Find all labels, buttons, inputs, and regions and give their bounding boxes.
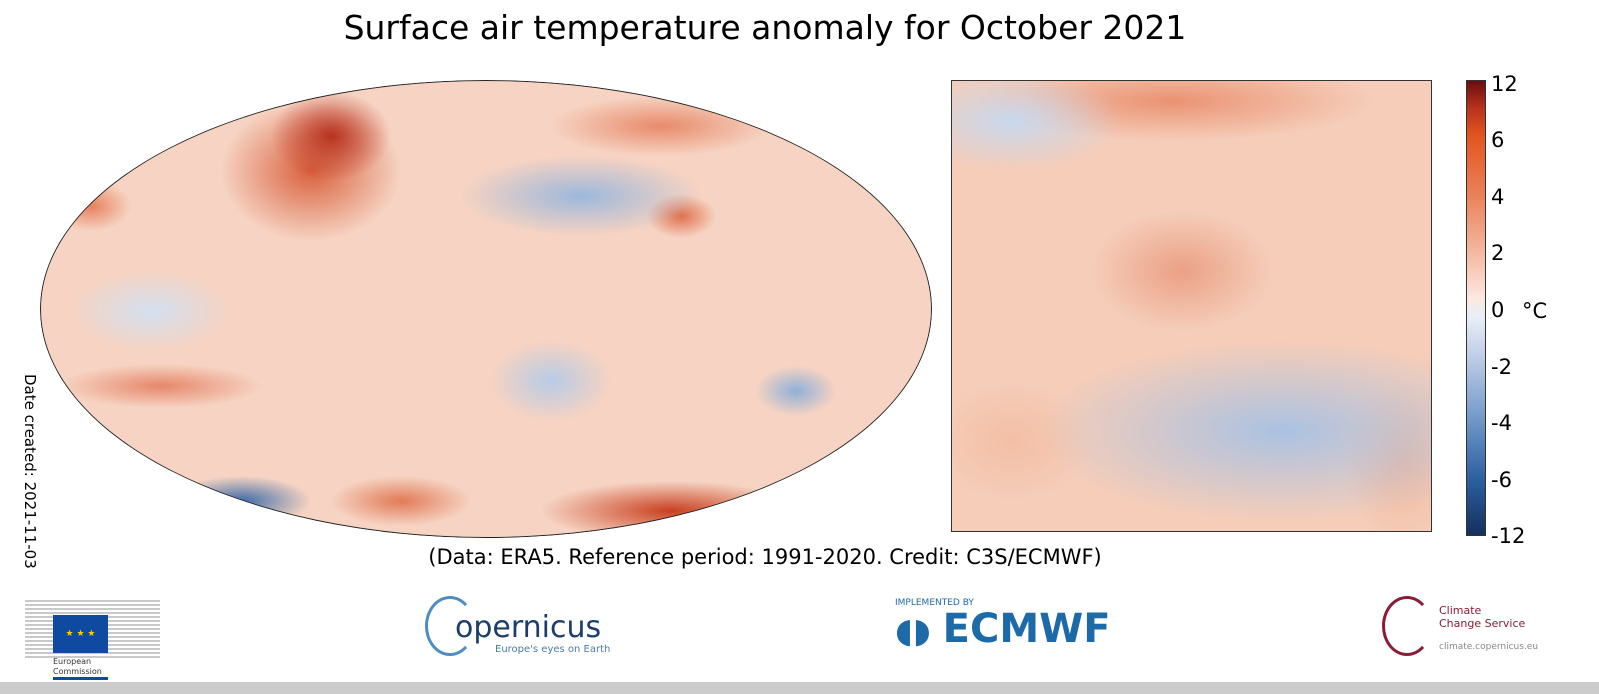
colorbar-tick: -12: [1491, 524, 1526, 548]
bottom-bar: [0, 682, 1599, 694]
colorbar-unit: °C: [1522, 299, 1548, 323]
date-created: Date created: 2021-11-03: [21, 374, 39, 569]
eu-flag-icon: ★ ★ ★: [53, 615, 108, 653]
colorbar-tick: -2: [1491, 355, 1512, 379]
europe-anomaly-map: [951, 80, 1432, 532]
thermometer-cloud-icon: [1382, 596, 1432, 656]
european-commission-logo: ★ ★ ★ European Commission: [25, 600, 160, 680]
c3s-logo: Climate Change Service climate.copernicus…: [1382, 596, 1538, 656]
ec-logo-text: European Commission: [53, 657, 102, 676]
world-anomaly-map: [40, 80, 932, 538]
data-caption: (Data: ERA5. Reference period: 1991-2020…: [428, 545, 1102, 569]
ecmwf-logo: IMPLEMENTED BY ◖◗ ECMWF: [895, 598, 1111, 652]
colorbar-tick: -4: [1491, 411, 1512, 435]
colorbar-tick: 4: [1491, 185, 1505, 209]
colorbar-tick: -6: [1491, 468, 1512, 492]
figure-title: Surface air temperature anomaly for Octo…: [343, 8, 1187, 47]
colorbar: [1466, 80, 1486, 536]
colorbar-tick: 0: [1491, 298, 1505, 322]
colorbar-tick: 12: [1491, 72, 1518, 96]
colorbar-tick: 6: [1491, 128, 1505, 152]
colorbar-tick: 2: [1491, 241, 1505, 265]
copernicus-logo: opernicus Europe's eyes on Earth: [425, 596, 615, 656]
